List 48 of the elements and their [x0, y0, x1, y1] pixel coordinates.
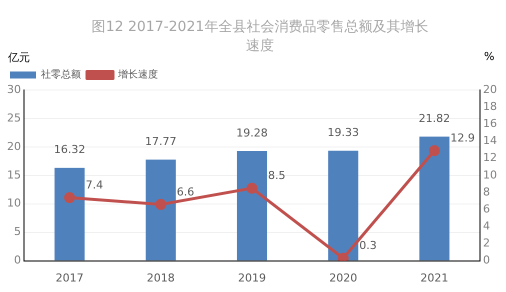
- data-label: 21.82: [418, 112, 450, 125]
- y-tick-label: 25: [6, 111, 21, 124]
- point: [338, 252, 349, 261]
- data-label: 17.77: [145, 134, 177, 148]
- bar: [54, 168, 85, 260]
- point: [246, 182, 258, 194]
- y2-tick-label: 0: [483, 254, 490, 267]
- x-tick-label: 2018: [146, 271, 175, 284]
- y2-tick-label: 16: [483, 117, 498, 130]
- x-tick-label: 2020: [329, 271, 358, 284]
- y2-tick-label: 20: [483, 82, 498, 96]
- y2-tick-label: 14: [483, 134, 498, 148]
- y2-tick-label: 8: [483, 185, 490, 198]
- y2-tick-label: 18: [483, 100, 498, 113]
- y-tick-label: 30: [6, 82, 21, 96]
- x-tick-label: 2021: [420, 271, 448, 284]
- point: [64, 192, 76, 204]
- y-tick-label: 10: [6, 196, 21, 210]
- data-label: 19.28: [236, 126, 268, 140]
- data-label: 8.5: [268, 169, 286, 182]
- y-tick-label: 20: [6, 140, 21, 153]
- legend-label: 社零总额: [41, 68, 81, 81]
- y2-tick-label: 4: [483, 220, 490, 232]
- chart-title: 图12 2017-2021年全县社会消费品零售总额及其增长速度: [90, 18, 430, 56]
- x-tick-label: 2019: [238, 271, 266, 284]
- bar: [146, 160, 176, 260]
- y2-tick-label: 10: [483, 168, 498, 182]
- x-tick-label: 2017: [56, 271, 84, 284]
- point: [155, 198, 166, 210]
- bar: [328, 150, 358, 260]
- bar: [236, 151, 268, 260]
- y-tick-label: 15: [6, 168, 21, 182]
- y-tick-label: 5: [14, 225, 21, 238]
- y2-tick-label: 2: [483, 236, 490, 250]
- bar: [419, 136, 450, 260]
- y-axis-title: 亿元: [8, 50, 30, 65]
- y2-axis-title: %: [484, 50, 494, 63]
- y2-tick-label: 6: [483, 202, 490, 216]
- data-label: 7.4: [86, 178, 104, 192]
- y-tick-label: 0: [14, 254, 21, 267]
- data-label: 12.9: [450, 131, 475, 144]
- y2-tick-label: 12: [483, 151, 498, 164]
- data-label: 19.33: [327, 126, 359, 140]
- data-label: 0.3: [359, 239, 377, 252]
- legend-label: 增长速度: [117, 68, 158, 81]
- point: [428, 145, 440, 156]
- data-label: 6.6: [176, 185, 194, 198]
- data-label: 16.32: [54, 143, 86, 156]
